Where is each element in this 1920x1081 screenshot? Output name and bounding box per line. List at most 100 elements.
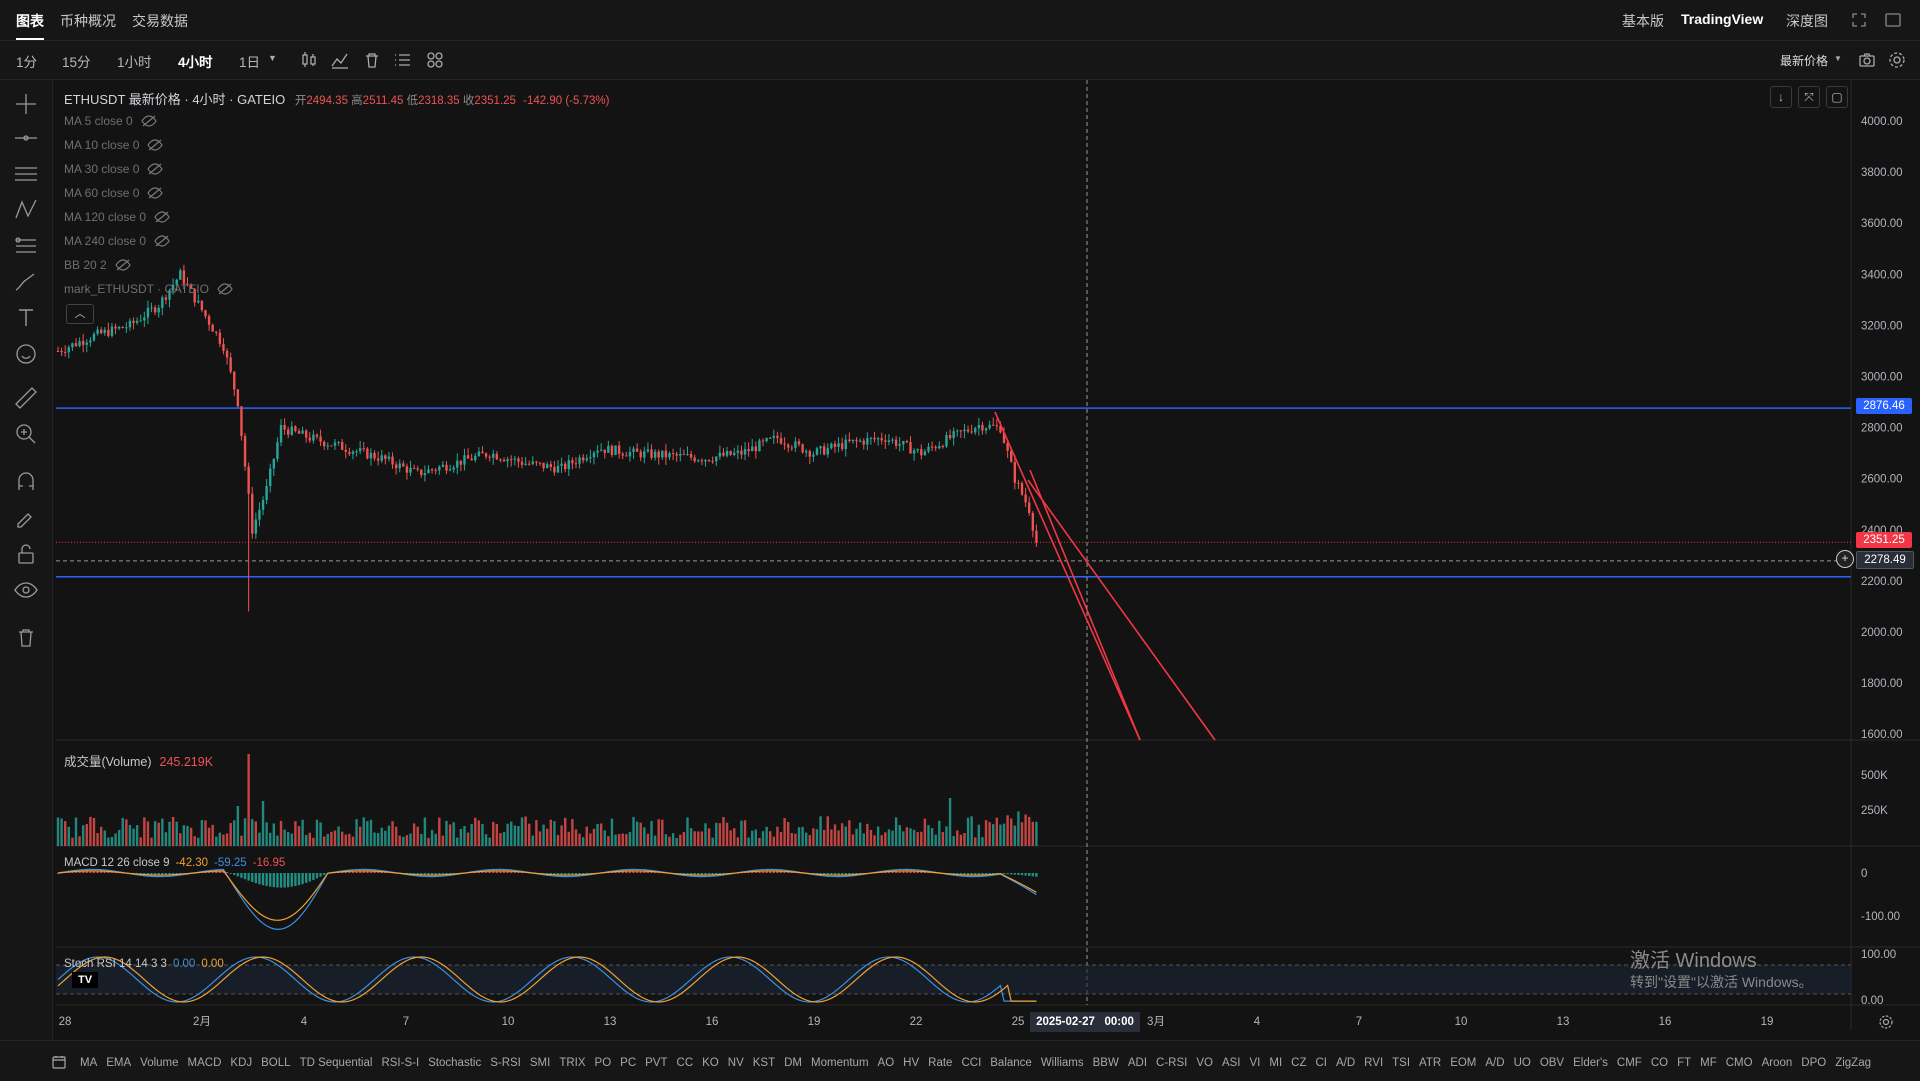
candle-type-icon[interactable] (298, 49, 320, 71)
indicator-bar-item[interactable]: Momentum (811, 1057, 869, 1069)
collapse-icon[interactable]: ⤧ (1798, 86, 1820, 108)
indicator-bar-item[interactable]: KO (702, 1057, 719, 1069)
mode-tradingview[interactable]: TradingView (1681, 11, 1764, 27)
parallel-lines-icon[interactable] (12, 160, 40, 188)
indicator-bar-item[interactable]: HV (903, 1057, 920, 1069)
indicator-bar-item[interactable]: CO (1650, 1057, 1669, 1069)
fib-icon[interactable] (12, 232, 40, 260)
chevron-down-icon[interactable]: ▼ (268, 53, 277, 63)
indicator-bar-item[interactable]: RSI-S-I (381, 1057, 420, 1069)
indicator-bar-item[interactable]: EOM (1450, 1057, 1477, 1069)
text-icon[interactable] (12, 304, 40, 332)
indicator-bar-item[interactable]: Volume (140, 1057, 179, 1069)
tab-coin-overview[interactable]: 币种概况 (60, 13, 116, 29)
indicator-legend-ma120[interactable]: MA 120 close 0 (64, 210, 170, 224)
indicator-bar-item[interactable]: PC (620, 1057, 637, 1069)
indicator-bar-item[interactable]: Aroon (1761, 1057, 1793, 1069)
indicator-bar-item[interactable]: ASI (1221, 1057, 1241, 1069)
indicator-bar-item[interactable]: VI (1249, 1057, 1261, 1069)
indicator-bar-item[interactable]: TD Sequential (299, 1057, 373, 1069)
indicators-icon[interactable] (329, 49, 351, 71)
chevron-down-icon[interactable]: ▼ (1834, 54, 1842, 63)
hidden-eye-icon[interactable] (115, 259, 131, 271)
indicator-bar-item[interactable]: VO (1196, 1057, 1213, 1069)
indicator-bar-item[interactable]: EMA (106, 1057, 132, 1069)
indicator-bar-item[interactable]: ZigZag (1835, 1057, 1871, 1069)
visibility-icon[interactable] (12, 576, 40, 604)
tf-1m[interactable]: 1分 (16, 55, 38, 70)
maximize-icon[interactable]: ▢ (1826, 86, 1848, 108)
indicator-bar-item[interactable]: ADI (1127, 1057, 1148, 1069)
trash-icon[interactable] (361, 49, 383, 71)
indicator-bar-item[interactable]: A/D (1485, 1057, 1505, 1069)
indicator-bar-item[interactable]: CC (676, 1057, 694, 1069)
tf-1h[interactable]: 1小时 (117, 55, 152, 70)
mode-depth[interactable]: 深度图 (1786, 13, 1828, 29)
hidden-eye-icon[interactable] (154, 235, 170, 247)
layout-grid-icon[interactable] (424, 49, 446, 71)
indicator-legend-ma60[interactable]: MA 60 close 0 (64, 186, 164, 200)
emoji-icon[interactable] (12, 340, 40, 368)
tf-15m[interactable]: 15分 (62, 55, 91, 70)
indicator-bar-item[interactable]: CMF (1616, 1057, 1642, 1069)
indicator-bar-item[interactable]: KDJ (230, 1057, 253, 1069)
lock-icon[interactable] (12, 540, 40, 568)
indicator-legend-ma10[interactable]: MA 10 close 0 (64, 138, 164, 152)
indicator-bar-item[interactable]: TSI (1392, 1057, 1411, 1069)
indicator-bar-item[interactable]: MI (1269, 1057, 1283, 1069)
tf-4h[interactable]: 4小时 (178, 55, 213, 70)
indicator-bar-item[interactable]: Williams (1040, 1057, 1084, 1069)
indicator-bar-item[interactable]: CZ (1291, 1057, 1307, 1069)
mode-basic[interactable]: 基本版 (1622, 13, 1664, 29)
scroll-down-icon[interactable]: ↓ (1770, 86, 1792, 108)
delete-drawings-icon[interactable] (12, 624, 40, 652)
indicator-bar-item[interactable]: CI (1315, 1057, 1328, 1069)
hidden-eye-icon[interactable] (141, 115, 157, 127)
tf-1d[interactable]: 1日 (239, 55, 261, 70)
camera-icon[interactable] (1856, 49, 1878, 71)
indicator-bar-item[interactable]: PO (594, 1057, 612, 1069)
indicator-bar-item[interactable]: AO (877, 1057, 895, 1069)
fullscreen-icon[interactable] (1851, 12, 1867, 28)
hidden-eye-icon[interactable] (147, 139, 164, 151)
indicator-bar-item[interactable]: SMI (529, 1057, 551, 1069)
indicator-bar-item[interactable]: BBW (1092, 1057, 1119, 1069)
axis-settings-icon[interactable] (1878, 1014, 1894, 1030)
indicator-bar-item[interactable]: BOLL (261, 1057, 291, 1069)
indicator-bar-item[interactable]: Balance (990, 1057, 1032, 1069)
indicator-bar-item[interactable]: ATR (1419, 1057, 1442, 1069)
indicator-legend-bb[interactable]: BB 20 2 (64, 258, 131, 272)
lock-drawing-icon[interactable] (12, 504, 40, 532)
indicator-bar-item[interactable]: Rate (928, 1057, 953, 1069)
brush-icon[interactable] (12, 268, 40, 296)
calendar-icon[interactable] (52, 1055, 66, 1069)
hidden-eye-icon[interactable] (147, 163, 164, 175)
indicator-bar-item[interactable]: S-RSI (490, 1057, 521, 1069)
price-mode-select[interactable]: 最新价格 (1780, 54, 1829, 68)
list-icon[interactable] (392, 49, 414, 71)
indicator-bar-item[interactable]: UO (1513, 1057, 1531, 1069)
indicator-bar-item[interactable]: NV (727, 1057, 744, 1069)
indicator-bar-item[interactable]: CMO (1725, 1057, 1753, 1069)
indicator-legend-ma30[interactable]: MA 30 close 0 (64, 162, 164, 176)
indicator-bar-item[interactable]: MACD (187, 1057, 222, 1069)
settings-icon[interactable] (1886, 49, 1908, 71)
zoom-icon[interactable] (12, 420, 40, 448)
indicator-bar-item[interactable]: MF (1700, 1057, 1717, 1069)
magnet-icon[interactable] (12, 468, 40, 496)
hidden-eye-icon[interactable] (217, 283, 233, 295)
indicator-bar-item[interactable]: DPO (1801, 1057, 1827, 1069)
window-icon[interactable] (1884, 12, 1902, 28)
chart-canvas[interactable]: 4000.00 3800.00 3600.00 3400.00 3200.00 3000.… (0, 0, 1920, 1040)
indicator-bar-item[interactable]: PVT (645, 1057, 668, 1069)
indicator-bar-item[interactable]: FT (1677, 1057, 1692, 1069)
horizontal-line-icon[interactable] (12, 124, 40, 152)
indicator-bar-item[interactable]: RVI (1364, 1057, 1384, 1069)
indicator-bar-item[interactable]: MA (80, 1057, 98, 1069)
ruler-icon[interactable] (12, 384, 40, 412)
tab-chart[interactable]: 图表 (16, 13, 44, 40)
indicator-bar-item[interactable]: C-RSI (1156, 1057, 1188, 1069)
indicator-legend-mark[interactable]: mark_ETHUSDT · GATEIO (64, 282, 233, 296)
tab-trade-data[interactable]: 交易数据 (132, 13, 188, 29)
indicator-bar-item[interactable]: TRIX (559, 1057, 586, 1069)
